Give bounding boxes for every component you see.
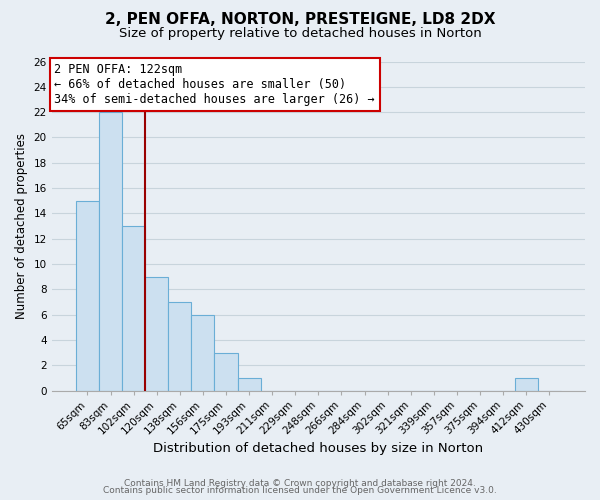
Text: Size of property relative to detached houses in Norton: Size of property relative to detached ho… bbox=[119, 28, 481, 40]
Text: 2 PEN OFFA: 122sqm
← 66% of detached houses are smaller (50)
34% of semi-detache: 2 PEN OFFA: 122sqm ← 66% of detached hou… bbox=[55, 63, 375, 106]
Bar bbox=[191, 314, 214, 390]
Bar bbox=[76, 200, 99, 390]
Bar bbox=[145, 276, 168, 390]
Bar bbox=[515, 378, 538, 390]
Bar bbox=[122, 226, 145, 390]
Bar bbox=[214, 352, 238, 391]
Text: 2, PEN OFFA, NORTON, PRESTEIGNE, LD8 2DX: 2, PEN OFFA, NORTON, PRESTEIGNE, LD8 2DX bbox=[105, 12, 495, 28]
Bar bbox=[168, 302, 191, 390]
Bar bbox=[99, 112, 122, 390]
Y-axis label: Number of detached properties: Number of detached properties bbox=[15, 133, 28, 319]
Bar bbox=[238, 378, 260, 390]
X-axis label: Distribution of detached houses by size in Norton: Distribution of detached houses by size … bbox=[153, 442, 484, 455]
Text: Contains public sector information licensed under the Open Government Licence v3: Contains public sector information licen… bbox=[103, 486, 497, 495]
Text: Contains HM Land Registry data © Crown copyright and database right 2024.: Contains HM Land Registry data © Crown c… bbox=[124, 478, 476, 488]
